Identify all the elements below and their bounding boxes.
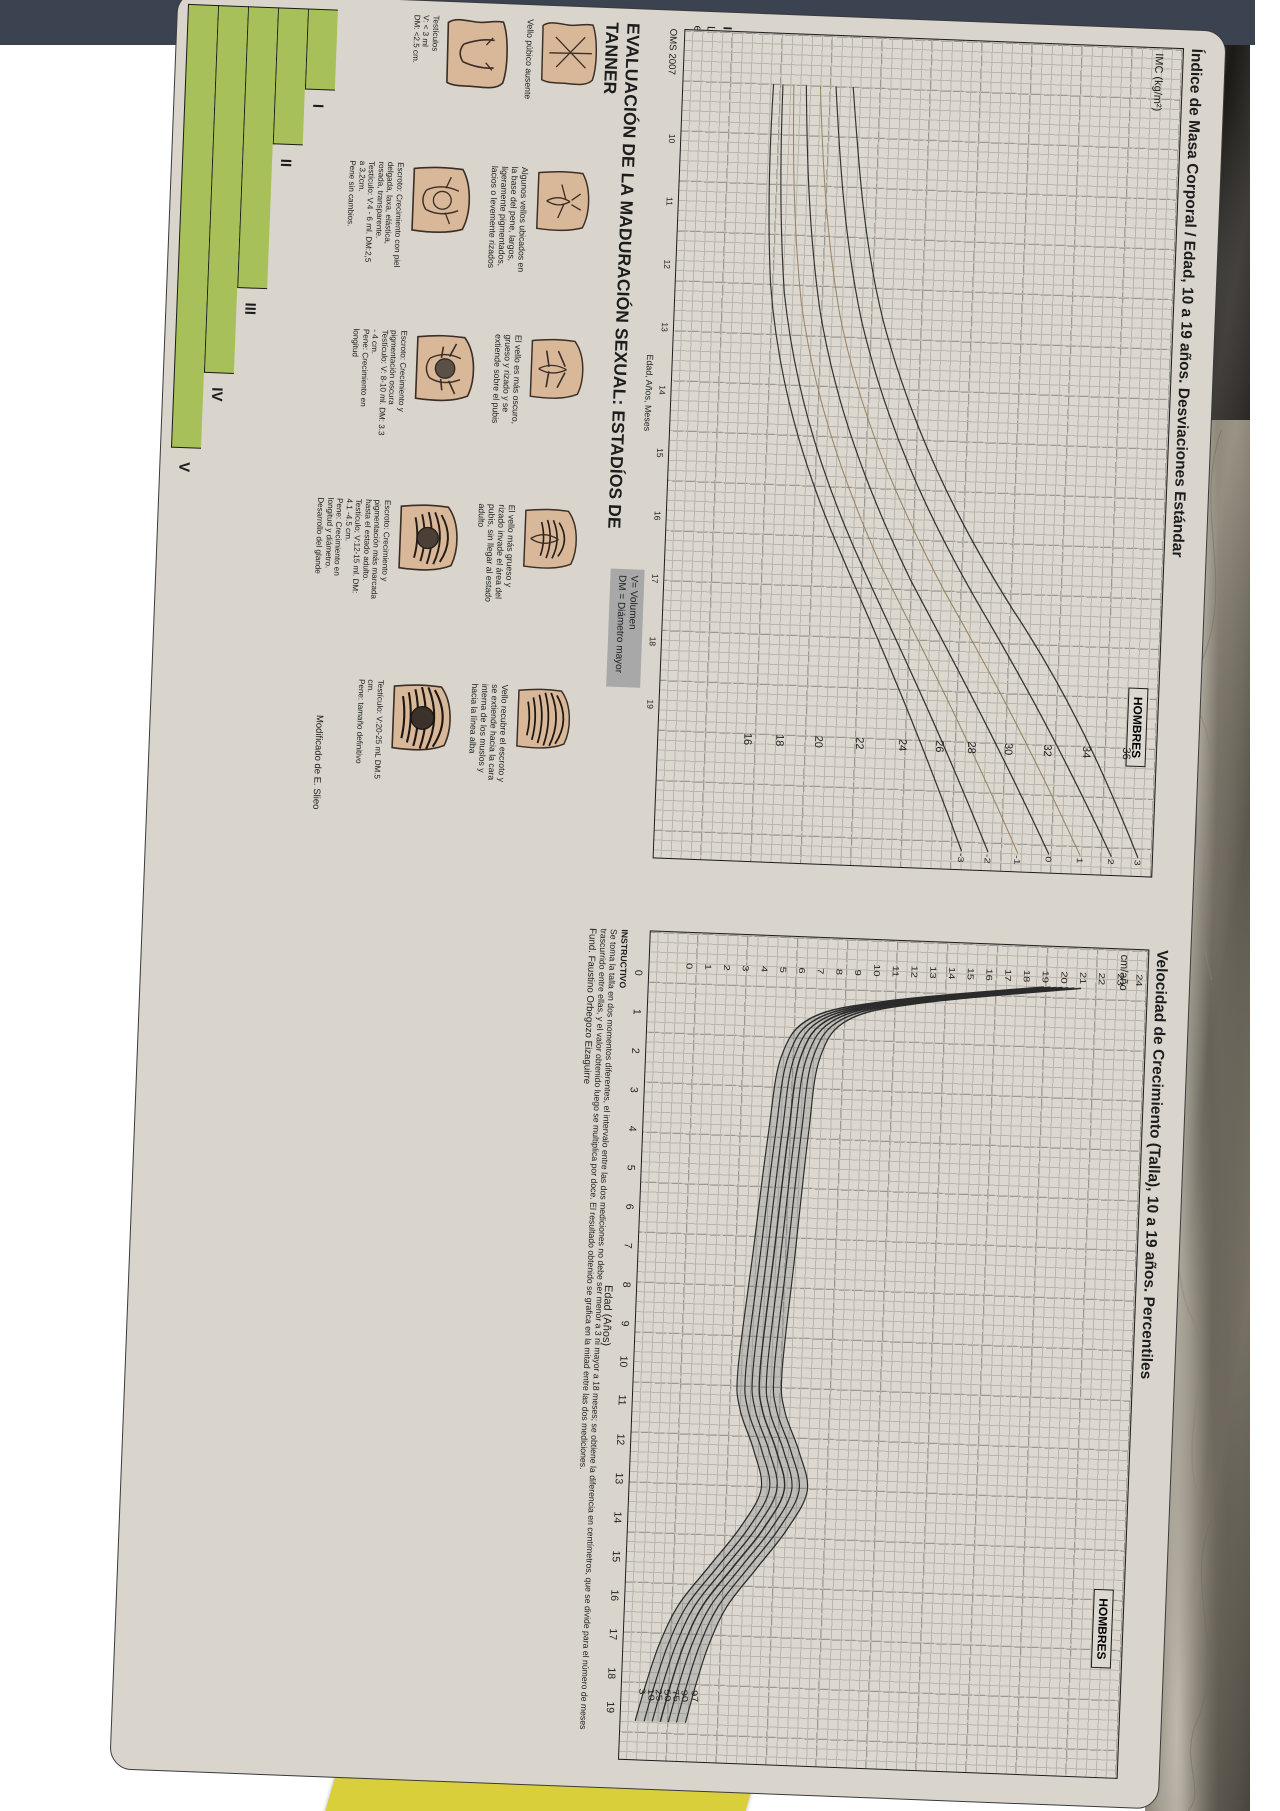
svg-text:4: 4 — [759, 966, 769, 973]
svg-text:12: 12 — [909, 965, 919, 978]
svg-text:15: 15 — [610, 1550, 622, 1562]
svg-text:7: 7 — [622, 1242, 634, 1248]
svg-text:2: 2 — [1105, 859, 1115, 865]
svg-text:1: 1 — [1074, 857, 1084, 863]
svg-text:14: 14 — [611, 1511, 623, 1523]
svg-text:10: 10 — [871, 964, 881, 977]
svg-text:3: 3 — [628, 1087, 640, 1093]
svg-text:8: 8 — [620, 1281, 632, 1287]
svg-text:4: 4 — [626, 1126, 638, 1132]
svg-text:2: 2 — [629, 1048, 641, 1054]
svg-text:20: 20 — [1059, 971, 1069, 984]
svg-text:-2: -2 — [982, 854, 992, 864]
svg-text:9: 9 — [852, 969, 862, 976]
svg-text:11: 11 — [890, 965, 900, 977]
svg-text:10: 10 — [667, 134, 677, 144]
svg-text:18: 18 — [605, 1667, 617, 1679]
svg-text:8: 8 — [834, 969, 844, 976]
svg-text:18: 18 — [1021, 970, 1031, 983]
svg-text:6: 6 — [796, 967, 806, 974]
svg-text:1: 1 — [631, 1009, 643, 1015]
svg-text:19: 19 — [645, 699, 655, 709]
svg-text:21: 21 — [1077, 972, 1087, 985]
svg-text:14: 14 — [946, 967, 956, 980]
svg-text:13: 13 — [660, 322, 670, 332]
svg-text:12: 12 — [662, 259, 672, 269]
svg-text:Edad (Años): Edad (Años) — [600, 1285, 614, 1347]
svg-text:13: 13 — [927, 966, 937, 979]
svg-text:3: 3 — [1132, 860, 1142, 866]
svg-text:12: 12 — [614, 1433, 626, 1445]
svg-text:9: 9 — [619, 1320, 631, 1326]
svg-text:18: 18 — [648, 636, 658, 646]
svg-text:24: 24 — [1133, 974, 1143, 987]
svg-text:0: 0 — [632, 970, 644, 976]
svg-text:19: 19 — [1040, 970, 1050, 983]
svg-text:13: 13 — [613, 1472, 625, 1484]
svg-text:17: 17 — [1002, 969, 1012, 982]
svg-text:17: 17 — [607, 1628, 619, 1640]
svg-text:11: 11 — [616, 1394, 628, 1406]
svg-text:7: 7 — [815, 968, 825, 975]
svg-text:15: 15 — [655, 448, 665, 458]
svg-text:-1: -1 — [1012, 855, 1022, 865]
svg-text:5: 5 — [625, 1165, 637, 1171]
svg-text:0: 0 — [684, 963, 694, 970]
svg-text:-3: -3 — [955, 853, 965, 863]
svg-text:22: 22 — [1096, 973, 1106, 986]
svg-text:5: 5 — [777, 967, 787, 974]
svg-text:19: 19 — [604, 1701, 616, 1713]
svg-text:0: 0 — [1043, 856, 1053, 862]
svg-text:14: 14 — [657, 385, 667, 395]
svg-text:10: 10 — [617, 1355, 629, 1367]
svg-text:1: 1 — [703, 964, 713, 971]
svg-text:6: 6 — [623, 1204, 635, 1210]
svg-text:3: 3 — [740, 965, 750, 972]
svg-text:16: 16 — [984, 968, 994, 981]
svg-text:Edad, Años, Meses: Edad, Años, Meses — [642, 354, 655, 432]
svg-text:16: 16 — [608, 1589, 620, 1601]
svg-text:2: 2 — [721, 964, 731, 971]
svg-text:16: 16 — [652, 511, 662, 521]
svg-text:15: 15 — [965, 968, 975, 981]
svg-text:17: 17 — [650, 574, 660, 584]
svg-text:11: 11 — [664, 197, 674, 206]
